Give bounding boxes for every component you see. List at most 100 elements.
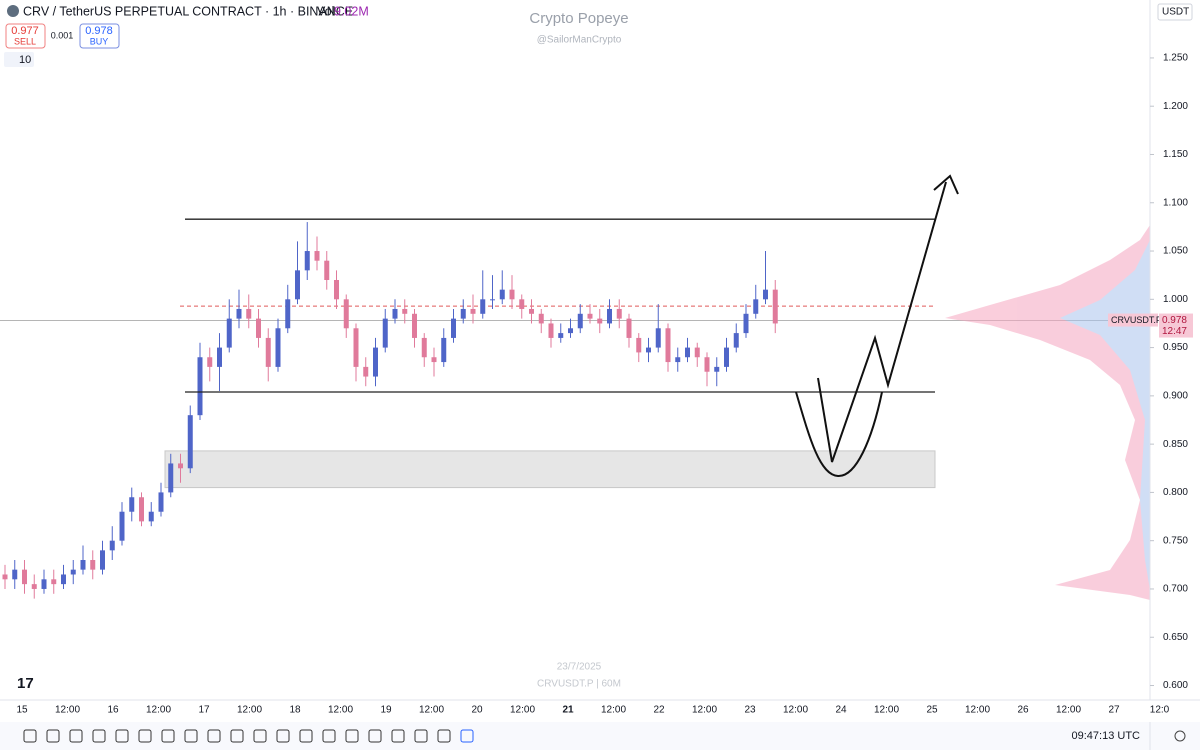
- sell-button[interactable]: [5, 23, 46, 49]
- x-tick-label: 12:00: [783, 705, 808, 716]
- candle-body: [31, 584, 37, 589]
- y-tick-label: 0.700: [1163, 584, 1188, 595]
- candle-body: [265, 337, 271, 367]
- candle-body: [168, 463, 174, 493]
- tool-icon[interactable]: [391, 729, 405, 743]
- candle-body: [324, 260, 330, 280]
- candle-body: [119, 511, 125, 541]
- y-tick-label: 1.150: [1163, 149, 1188, 160]
- candle-body: [763, 289, 768, 300]
- candle-body: [685, 347, 690, 358]
- candle-body: [743, 313, 749, 334]
- tool-icon[interactable]: [345, 729, 359, 743]
- candle-body: [548, 323, 554, 338]
- y-tick-label: 0.600: [1163, 680, 1188, 691]
- x-tick-label: 12:00: [328, 705, 353, 716]
- candle-body: [295, 270, 300, 300]
- x-tick-label: 18: [289, 705, 301, 716]
- candle-body: [178, 463, 183, 469]
- candle-body: [636, 337, 642, 353]
- x-tick-label: 21: [562, 705, 574, 716]
- candle-body: [51, 579, 57, 585]
- y-tick-label: 0.900: [1163, 391, 1188, 402]
- tool-icon[interactable]: [322, 729, 336, 743]
- lots: 10: [19, 54, 31, 66]
- lots-box[interactable]: [4, 52, 34, 67]
- candle-body: [275, 328, 281, 367]
- tool-icon[interactable]: [276, 729, 290, 743]
- candle-body: [22, 569, 27, 585]
- symbol-title: CRV / TetherUS PERPETUAL CONTRACT · 1h ·…: [23, 4, 353, 18]
- candle-body: [460, 308, 466, 319]
- currency: USDT: [1162, 7, 1189, 18]
- x-tick-label: 12:00: [874, 705, 899, 716]
- candle-body: [538, 313, 544, 324]
- candle-body: [568, 328, 573, 334]
- arrow-head: [933, 174, 959, 195]
- x-tick-label: 22: [653, 705, 665, 716]
- demand-zone: [164, 450, 936, 489]
- candle-body: [236, 308, 242, 319]
- candle-body: [139, 497, 144, 522]
- candle-body: [626, 318, 632, 338]
- volume-profile: [945, 225, 1150, 600]
- y-tick-label: 1.050: [1163, 246, 1188, 257]
- candle-body: [607, 308, 612, 324]
- profile-buy: [1060, 240, 1150, 590]
- tool-icon[interactable]: [161, 729, 175, 743]
- tool-icon[interactable]: [46, 729, 60, 743]
- settings-icon[interactable]: [1174, 730, 1186, 742]
- x-tick-label: 12:00: [510, 705, 535, 716]
- tool-icon[interactable]: [299, 729, 313, 743]
- tool-icon[interactable]: [69, 729, 83, 743]
- candle-body: [733, 333, 739, 348]
- candle-body: [490, 299, 495, 301]
- candle-body: [724, 347, 729, 367]
- currency-box[interactable]: [1157, 3, 1193, 21]
- candle-body: [80, 560, 86, 570]
- x-tick-label: 27: [1108, 705, 1120, 716]
- x-tick-label: 12:00: [1056, 705, 1081, 716]
- candle-body: [675, 357, 681, 363]
- candle-body: [382, 318, 388, 348]
- tool-icon[interactable]: [92, 729, 106, 743]
- candle-body: [256, 318, 261, 338]
- candle-body: [373, 347, 378, 377]
- candle-body: [226, 318, 232, 348]
- symbol-interval: CRVUSDT.P | 60M: [537, 679, 621, 690]
- candle-body: [304, 251, 310, 271]
- price-tag: [1159, 313, 1193, 338]
- tool-icon[interactable]: [414, 729, 428, 743]
- clock: 09:47:13 UTC: [1072, 730, 1141, 742]
- candle-body: [61, 574, 66, 585]
- candle-body: [187, 415, 193, 469]
- tool-icon[interactable]: [437, 729, 451, 743]
- x-tick-label: 17: [198, 705, 210, 716]
- watermark-title: Crypto Popeye: [529, 10, 628, 27]
- y-tick-label: 1.250: [1163, 53, 1188, 64]
- scenario-drawing: [795, 174, 959, 478]
- tool-icon[interactable]: [184, 729, 198, 743]
- x-tick-label: 25: [926, 705, 938, 716]
- x-tick-label: 24: [835, 705, 847, 716]
- tool-icon[interactable]: [207, 729, 221, 743]
- tool-icon[interactable]: [138, 729, 152, 743]
- tool-icon[interactable]: [368, 729, 382, 743]
- y-tick-label: 1.200: [1163, 101, 1188, 112]
- candle-body: [431, 357, 437, 363]
- tool-icon[interactable]: [23, 729, 37, 743]
- candle-body: [616, 308, 622, 319]
- candle-body: [519, 299, 525, 309]
- tool-icon[interactable]: [115, 729, 129, 743]
- countdown: 12:47: [1162, 326, 1187, 337]
- sell-price: 0.977: [11, 25, 39, 37]
- tool-icon[interactable]: [460, 729, 474, 743]
- tool-icon[interactable]: [230, 729, 244, 743]
- tv-logo: 17: [17, 675, 34, 692]
- buy-price: 0.978: [85, 25, 113, 37]
- x-tick-label: 12:00: [692, 705, 717, 716]
- candle-body: [421, 337, 427, 358]
- buy-button[interactable]: [79, 23, 120, 49]
- tool-icon[interactable]: [253, 729, 267, 743]
- candle-body: [100, 550, 105, 570]
